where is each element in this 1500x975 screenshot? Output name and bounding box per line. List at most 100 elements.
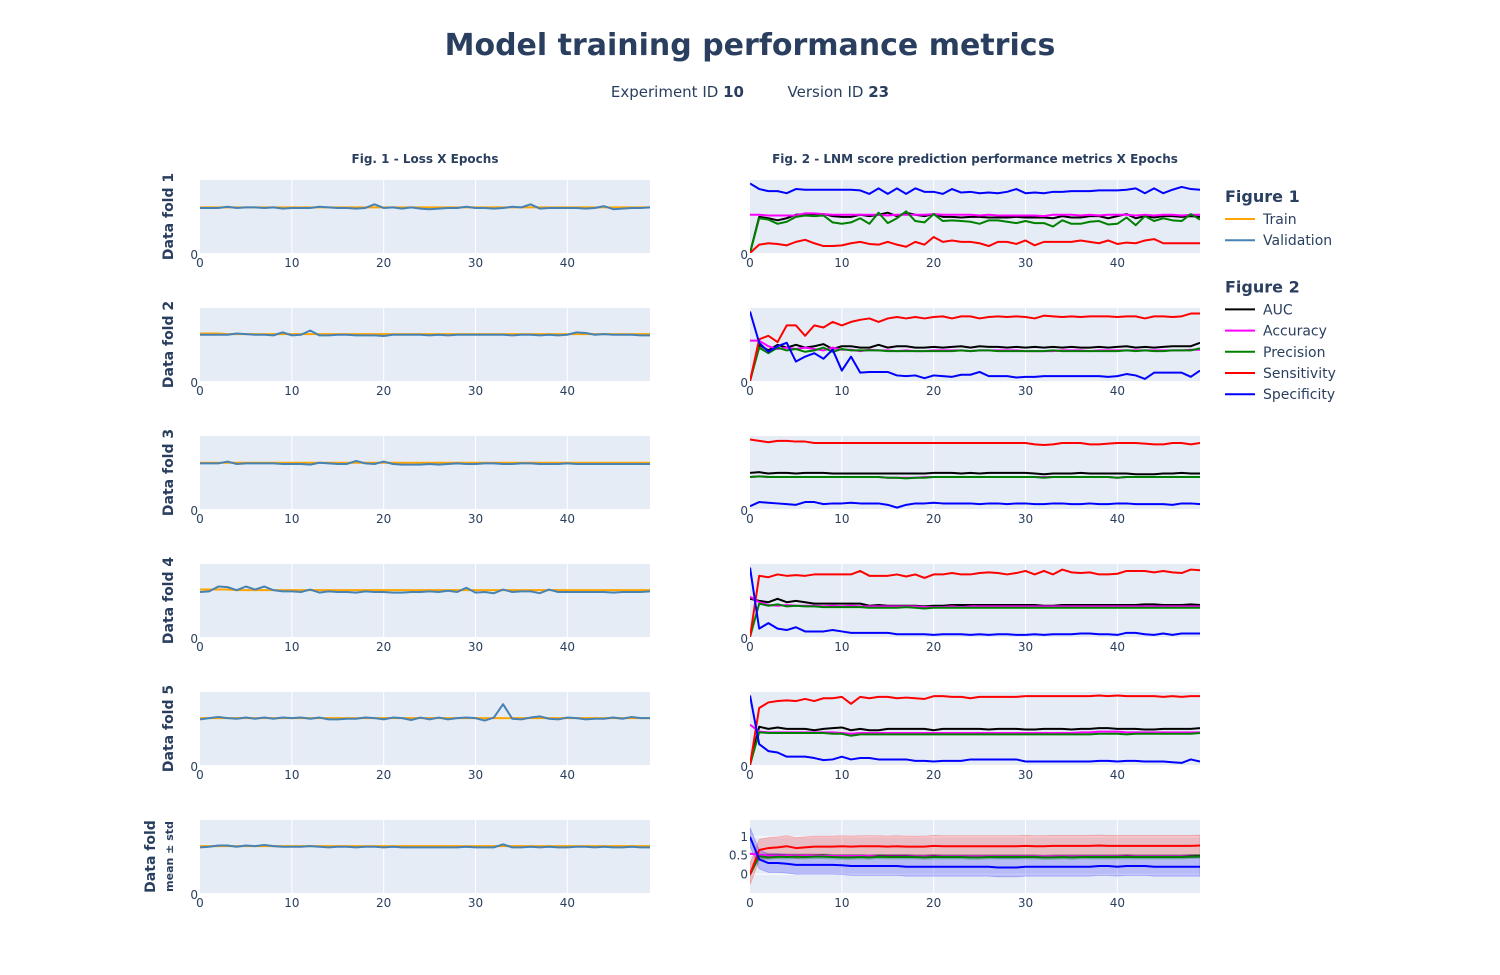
series-line-sensitivity (750, 312, 1200, 381)
x-tick-label: 0 (196, 256, 204, 270)
subtitle: Experiment ID 10 Version ID 23 (0, 83, 1500, 101)
x-tick-label: 0 (746, 512, 754, 526)
x-tick-label: 10 (284, 512, 299, 526)
series-line-validation (200, 843, 650, 849)
plot-area (750, 311, 1200, 381)
x-tick-label: 20 (926, 896, 941, 910)
plot-area (750, 827, 1200, 885)
series-line-specificity (750, 695, 1200, 764)
legend-title-2: Figure 2 (1225, 277, 1300, 296)
column-title-1: Fig. 1 - Loss X Epochs (352, 152, 499, 166)
panel-fig2-row-6: 0 10 20 30 40 0 0.5 1 (729, 820, 1200, 910)
series-line-auc (750, 597, 1200, 608)
series-line-validation (200, 329, 650, 337)
series-line-sensitivity (750, 844, 1200, 875)
page-title: Model training performance metrics (444, 28, 1056, 63)
x-tick-label: 10 (284, 896, 299, 910)
x-tick-label: 20 (926, 512, 941, 526)
plot-area (750, 567, 1200, 637)
x-tick-label: 30 (468, 512, 483, 526)
legend-label-specificity: Specificity (1263, 387, 1335, 403)
row-label-3: Data fold 3 (161, 429, 177, 516)
x-tick-label: 20 (926, 640, 941, 654)
legend-label-validation: Validation (1263, 233, 1332, 249)
x-tick-label: 20 (926, 384, 941, 398)
x-tick-label: 40 (1110, 256, 1125, 270)
x-tick-label: 30 (1018, 512, 1033, 526)
y-tick-label: 0 (190, 760, 198, 774)
series-line-validation (200, 703, 650, 722)
row-label-1: Data fold 1 (161, 173, 177, 260)
y-tick-label: 0 (190, 376, 198, 390)
panel-fig1-row-5: 0 10 20 30 40 0 (190, 692, 650, 782)
x-tick-label: 40 (1110, 640, 1125, 654)
column-title-2: Fig. 2 - LNM score prediction performanc… (772, 152, 1178, 166)
x-tick-label: 0 (746, 896, 754, 910)
row-sublabel-6: mean ± std (163, 821, 176, 892)
panel-fig1-row-4: 0 10 20 30 40 0 (190, 564, 650, 654)
y-tick-label: 0 (740, 504, 748, 518)
x-tick-label: 10 (834, 768, 849, 782)
plot-background (200, 436, 650, 509)
series-line-precision (750, 602, 1200, 637)
legend-label-auc: AUC (1263, 302, 1293, 318)
x-tick-label: 40 (560, 512, 575, 526)
series-line-validation (200, 459, 650, 466)
series-line-specificity (750, 311, 1200, 380)
x-tick-label: 0 (746, 768, 754, 782)
x-tick-label: 40 (1110, 384, 1125, 398)
x-tick-label: 10 (284, 768, 299, 782)
x-tick-label: 10 (284, 384, 299, 398)
plot-background (200, 308, 650, 381)
x-tick-label: 10 (284, 640, 299, 654)
panel-fig1-row-2: 0 10 20 30 40 0 (190, 308, 650, 398)
x-tick-label: 0 (196, 768, 204, 782)
version-value: 23 (868, 83, 890, 101)
legend: Figure 1 Train Validation Figure 2 AUC Accura… (1225, 187, 1336, 403)
series-line-sensitivity (750, 438, 1200, 447)
x-tick-label: 40 (560, 256, 575, 270)
series-line-sensitivity (750, 236, 1200, 253)
legend-title-1: Figure 1 (1225, 187, 1300, 206)
x-tick-label: 20 (376, 512, 391, 526)
y-tick-label: 0 (740, 632, 748, 646)
panel-fig1-row-1: 0 10 20 30 40 0 (190, 180, 650, 270)
panel-fig2-row-2: 0 10 20 30 40 0 (740, 308, 1200, 398)
y-tick-label: 1 (740, 830, 748, 844)
row-label-2: Data fold 2 (161, 301, 177, 388)
series-line-auc (750, 725, 1200, 765)
x-tick-label: 30 (1018, 256, 1033, 270)
series-line-precision (750, 475, 1200, 480)
row-label-5: Data fold 5 (161, 685, 177, 772)
x-tick-label: 30 (1018, 640, 1033, 654)
plot-area (200, 703, 650, 722)
x-tick-label: 10 (834, 384, 849, 398)
x-tick-label: 20 (376, 256, 391, 270)
x-tick-label: 10 (284, 256, 299, 270)
series-line-specificity (750, 182, 1200, 195)
x-tick-label: 10 (834, 256, 849, 270)
x-tick-label: 0 (746, 640, 754, 654)
plot-background (200, 692, 650, 765)
x-tick-label: 30 (468, 768, 483, 782)
y-tick-label: 0 (740, 867, 748, 881)
plot-area (750, 438, 1200, 509)
experiment-value: 10 (723, 83, 744, 101)
plot-area (200, 585, 650, 595)
plot-background (750, 564, 1200, 637)
series-line-sensitivity (750, 694, 1200, 765)
series-line-validation (200, 203, 650, 211)
plot-area (200, 459, 650, 466)
y-tick-label: 0 (190, 248, 198, 262)
x-tick-label: 20 (376, 768, 391, 782)
x-tick-label: 40 (1110, 896, 1125, 910)
y-tick-label: 0 (190, 632, 198, 646)
panel-fig2-row-4: 0 10 20 30 40 0 (740, 564, 1200, 654)
series-line-auc (750, 471, 1200, 476)
series-line-train (200, 588, 650, 592)
y-tick-label: 0 (190, 504, 198, 518)
x-tick-label: 0 (746, 256, 754, 270)
x-tick-label: 40 (560, 640, 575, 654)
series-line-specificity (750, 836, 1200, 869)
